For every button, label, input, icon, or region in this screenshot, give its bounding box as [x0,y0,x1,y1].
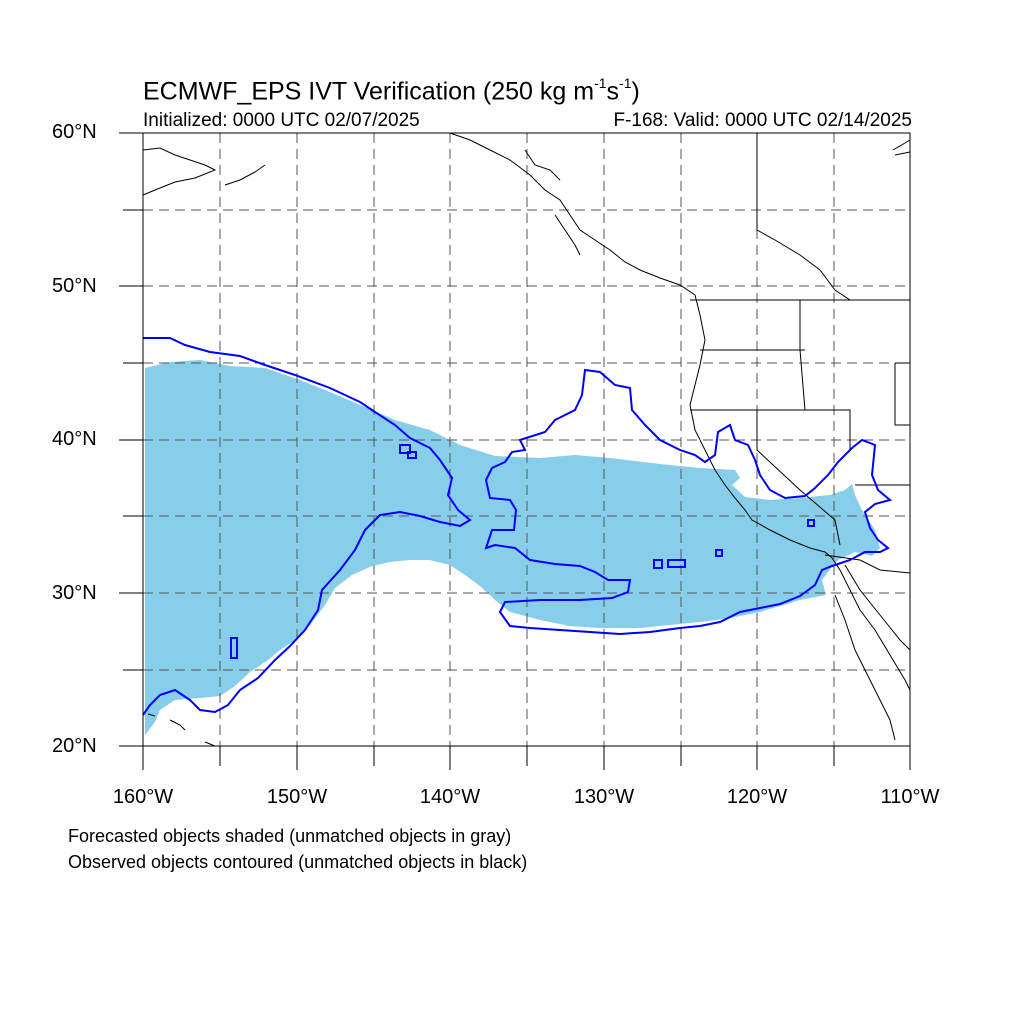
lat-label-20: 20°N [52,735,97,757]
init-time-label: Initialized: 0000 UTC 02/07/2025 [143,110,420,131]
legend-forecast-note: Forecasted objects shaded (unmatched obj… [68,826,512,846]
observed-object-small-1 [230,637,238,659]
observed-object-small-5 [667,559,686,568]
lon-label-160w: 160°W [112,786,174,808]
lon-label-120w: 120°W [726,786,788,808]
observed-object-small-4 [653,559,663,569]
lat-label-50: 50°N [52,275,97,297]
valid-time-label: F-168: Valid: 0000 UTC 02/14/2025 [613,110,912,131]
legend-observed-note: Observed objects contoured (unmatched ob… [68,852,528,872]
lat-label-40: 40°N [52,428,97,450]
observed-object-small-3 [407,451,417,459]
map-title: ECMWF_EPS IVT Verification (250 kg m-1s-… [143,75,640,106]
observed-object-main [142,337,472,716]
observed-object-small-6 [715,549,723,557]
lat-label-30: 30°N [52,582,97,604]
observed-object-small-2 [399,444,411,454]
lon-label-140w: 140°W [419,786,481,808]
lon-label-150w: 150°W [266,786,328,808]
lon-label-110w: 110°W [880,786,940,808]
observed-contours [142,337,893,716]
lon-label-130w: 130°W [573,786,635,808]
axis-ticks [119,132,911,770]
observed-object-east [484,368,893,636]
observed-object-small-7 [807,519,815,527]
lat-label-60: 60°N [52,121,97,143]
